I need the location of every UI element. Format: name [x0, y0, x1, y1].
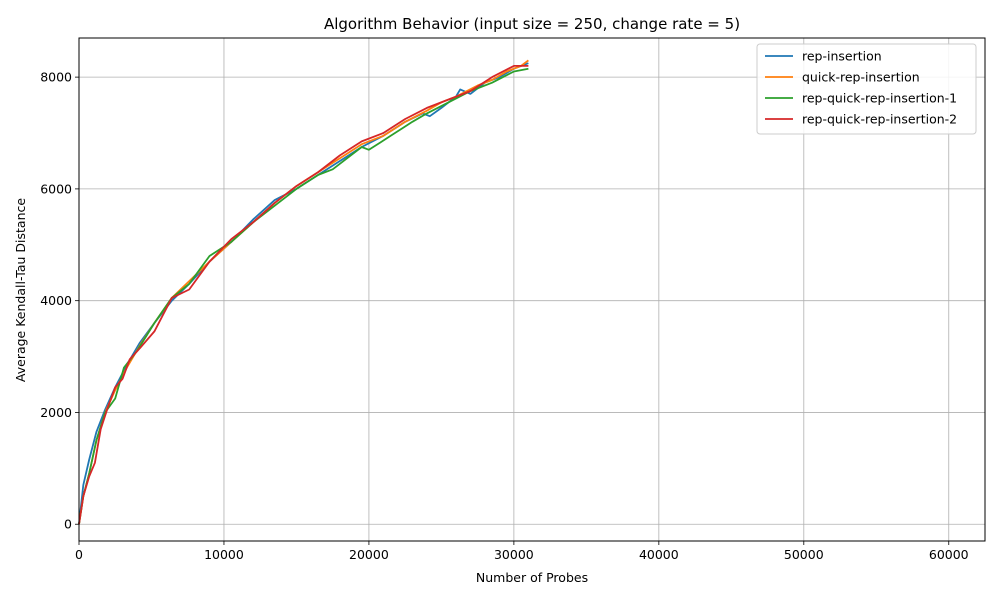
series-lines — [78, 59, 529, 525]
legend-box — [756, 43, 977, 135]
x-axis-ticks: 0 10000 20000 30000 40000 50000 60000 — [75, 541, 969, 562]
y-axis-label: Average Kendall-Tau Distance — [13, 198, 28, 382]
series-line-2 — [78, 59, 529, 525]
legend-label-1: rep-insertion — [802, 49, 882, 64]
series-line-4 — [78, 65, 529, 525]
x-tick-label: 50000 — [784, 547, 824, 562]
series-line-3 — [78, 67, 529, 525]
plot-frame — [78, 37, 986, 542]
x-tick-label: 40000 — [639, 547, 679, 562]
x-tick-label: 30000 — [494, 547, 534, 562]
series-line-1 — [78, 62, 529, 525]
legend-label-4: rep-quick-rep-insertion-2 — [802, 112, 957, 127]
legend: rep-insertion quick-rep-insertion rep-quic… — [756, 43, 977, 135]
x-tick-label: 20000 — [349, 547, 389, 562]
legend-label-2: quick-rep-insertion — [802, 70, 920, 85]
x-tick-label: 60000 — [929, 547, 969, 562]
x-tick-label: 0 — [75, 547, 83, 562]
x-tick-label: 10000 — [204, 547, 244, 562]
y-tick-label: 4000 — [40, 293, 72, 308]
y-tick-label: 2000 — [40, 405, 72, 420]
y-tick-label: 8000 — [40, 70, 72, 85]
x-axis-label: Number of Probes — [476, 570, 588, 585]
y-tick-label: 0 — [64, 517, 72, 532]
chart-title: Algorithm Behavior (input size = 250, ch… — [324, 15, 740, 33]
legend-label-3: rep-quick-rep-insertion-1 — [802, 91, 957, 106]
y-axis-ticks: 0 2000 4000 6000 8000 — [40, 70, 79, 532]
y-tick-label: 6000 — [40, 181, 72, 196]
